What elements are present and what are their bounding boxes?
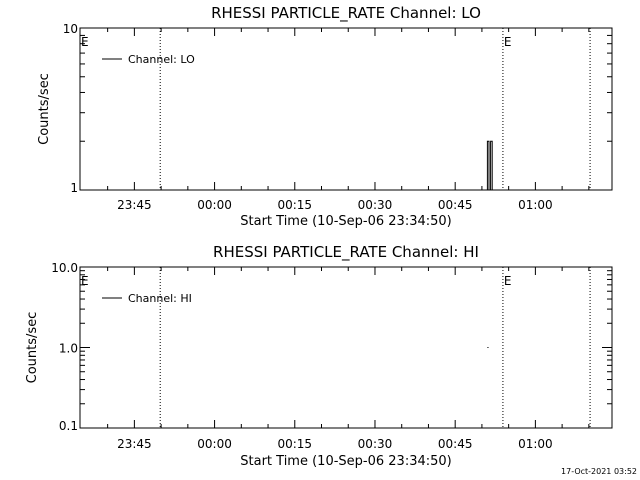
data-series-line: [485, 140, 494, 191]
x-axis-label: Start Time (10-Sep-06 23:34:50): [240, 214, 451, 229]
hi-channel-panel: RHESSI PARTICLE_RATE Channel: HI 23:45 00:…: [25, 243, 613, 469]
event-marker-label: E: [81, 35, 89, 49]
x-tick-label: 00:45: [438, 198, 473, 212]
y-tick-label: 1: [70, 181, 78, 195]
x-tick-label: 00:45: [438, 437, 473, 451]
y-tick-label: 1.0: [59, 342, 78, 356]
x-tick-label: 00:15: [277, 437, 312, 451]
footer-timestamp: 17-Oct-2021 03:52: [561, 467, 637, 476]
plot-frame: [79, 27, 613, 191]
y-axis-label: Counts/sec: [25, 312, 40, 384]
legend-label: Channel: HI: [128, 292, 192, 305]
event-marker-label: E: [81, 274, 89, 288]
x-tick-label: 01:00: [518, 437, 553, 451]
chart-title: RHESSI PARTICLE_RATE Channel: LO: [211, 4, 481, 23]
y-tick-label: 10.0: [51, 261, 78, 275]
x-tick-label: 01:00: [518, 198, 553, 212]
event-marker-label: E: [504, 274, 512, 288]
y-tick-label: 10: [63, 22, 78, 36]
y-axis-label: Counts/sec: [37, 73, 52, 145]
x-axis-label: Start Time (10-Sep-06 23:34:50): [240, 454, 451, 469]
legend-label: Channel: LO: [128, 53, 195, 66]
event-marker-label: E: [504, 35, 512, 49]
x-tick-label: 23:45: [117, 198, 152, 212]
x-tick-label: 00:15: [277, 198, 312, 212]
chart-title: RHESSI PARTICLE_RATE Channel: HI: [213, 243, 479, 262]
x-tick-label: 00:00: [197, 198, 232, 212]
x-tick-label: 00:30: [358, 198, 393, 212]
y-tick-label: 0.1: [59, 419, 78, 433]
lo-channel-panel: RHESSI PARTICLE_RATE Channel: LO 23:45 00:…: [37, 4, 613, 229]
x-tick-label: 23:45: [117, 437, 152, 451]
x-tick-label: 00:00: [197, 437, 232, 451]
x-tick-label: 00:30: [358, 437, 393, 451]
